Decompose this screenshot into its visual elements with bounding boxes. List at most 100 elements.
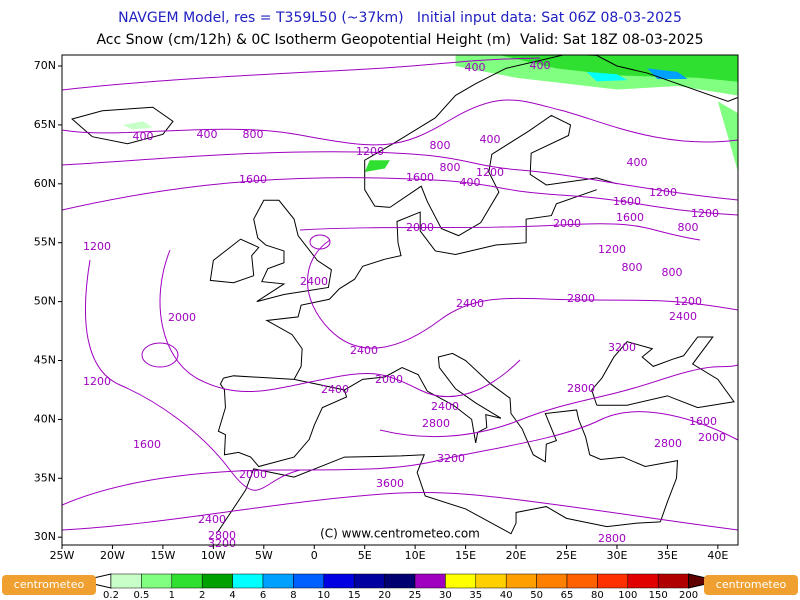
logo-box xyxy=(2,575,96,595)
lon-label: 5E xyxy=(358,549,372,562)
logo-text: centrometeo xyxy=(14,578,85,591)
contour-label: 2400 xyxy=(431,400,459,413)
colorbar-label: 1 xyxy=(169,590,175,600)
contour-label: 2800 xyxy=(422,417,450,430)
colorbar-label: 20 xyxy=(378,590,391,600)
contour-label: 800 xyxy=(430,139,451,152)
lon-label: 35E xyxy=(657,549,678,562)
lat-label: 30N xyxy=(34,530,56,543)
colorbar-label: 15 xyxy=(348,590,361,600)
contour-label: 1600 xyxy=(616,211,644,224)
lon-label: 30E xyxy=(606,549,627,562)
contour-label: 1600 xyxy=(239,173,267,186)
colorbar-swatch xyxy=(657,573,689,589)
coastline xyxy=(216,454,661,535)
contour-label: 400 xyxy=(465,61,486,74)
contour-label: 1600 xyxy=(613,195,641,208)
contour-label: 800 xyxy=(678,221,699,234)
lon-label: 25E xyxy=(556,549,577,562)
coastline xyxy=(253,199,332,303)
contour-label: 3200 xyxy=(608,341,636,354)
lon-label: 15W xyxy=(150,549,175,562)
contour-line xyxy=(309,234,331,250)
lat-label: 60N xyxy=(34,177,56,190)
snow-area xyxy=(364,160,390,173)
axes: 70N 65N 60N 55N 50N 45N 40N 35N 30N 25W 20W 15W 10W 5… xyxy=(34,59,729,562)
contour-label: 3600 xyxy=(376,477,404,490)
colorbar-label: 2 xyxy=(199,590,205,600)
contour-label: 2000 xyxy=(168,311,196,324)
lon-label: 25W xyxy=(50,549,75,562)
contour-label: 2400 xyxy=(350,344,378,357)
contour-label: 2400 xyxy=(198,513,226,526)
colorbar-swatch xyxy=(505,573,537,589)
colorbar-label: 100 xyxy=(618,590,637,600)
contour-label: 1600 xyxy=(689,415,717,428)
contour-label: 800 xyxy=(622,261,643,274)
contours xyxy=(62,57,738,531)
contour-label: 400 xyxy=(627,156,648,169)
coastlines xyxy=(71,55,738,535)
contour-label: 2800 xyxy=(208,529,236,542)
colorbar-swatch xyxy=(597,573,629,589)
colorbar-swatch xyxy=(627,573,659,589)
logo-left: centrometeo xyxy=(2,575,96,595)
contour-label: 2800 xyxy=(567,382,595,395)
title-line2: Acc Snow (cm/12h) & 0C Isotherm Geopoten… xyxy=(96,32,703,48)
colorbar-swatch xyxy=(323,573,355,589)
coastline xyxy=(265,189,597,380)
contour-line xyxy=(159,249,521,398)
contour-label: 3200 xyxy=(437,452,465,465)
contour-line xyxy=(62,492,738,531)
contour-label: 800 xyxy=(440,161,461,174)
colorbar-label: 8 xyxy=(290,590,296,600)
contour-line xyxy=(62,411,738,506)
colorbar-swatch xyxy=(475,573,507,589)
lat-label: 55N xyxy=(34,236,56,249)
lat-label: 45N xyxy=(34,354,56,367)
title-line1: NAVGEM Model, res = T359L50 (~37km) Init… xyxy=(118,10,682,26)
contour-line xyxy=(299,223,701,241)
contour-label: 2000 xyxy=(375,373,403,386)
colorbar-swatch xyxy=(536,573,568,589)
contour-label: 1200 xyxy=(674,295,702,308)
colorbar-label: 6 xyxy=(260,590,266,600)
logo-text: centrometeo xyxy=(716,578,787,591)
colorbar-label: 200 xyxy=(679,590,698,600)
lon-label: 0 xyxy=(311,549,318,562)
contour-label: 2800 xyxy=(567,292,595,305)
contour-label: 400 xyxy=(480,133,501,146)
colorbar-label: 0.5 xyxy=(133,590,149,600)
contour-label: 2400 xyxy=(456,297,484,310)
lon-label: 40E xyxy=(707,549,728,562)
contour-label: 2000 xyxy=(406,221,434,234)
snow-area xyxy=(122,121,153,130)
lon-label: 10E xyxy=(405,549,426,562)
coastline xyxy=(591,336,735,409)
contour-label: 2000 xyxy=(553,217,581,230)
coastline xyxy=(209,238,260,284)
colorbar-label: 40 xyxy=(500,590,513,600)
contour-label: 2800 xyxy=(654,437,682,450)
contour-label: 2400 xyxy=(300,275,328,288)
contour-line xyxy=(62,57,541,91)
contour-label: 800 xyxy=(662,266,683,279)
colorbar-label: 0.2 xyxy=(103,590,119,600)
colorbar-swatch xyxy=(201,573,233,589)
contour-label: 400 xyxy=(133,130,154,143)
lon-label: 10W xyxy=(201,549,226,562)
map-frame xyxy=(61,54,739,546)
colorbar-label: 150 xyxy=(649,590,668,600)
colorbar: 0.2 0.5 1 2 4 6 8 10 15 20 25 30 35 40 50 65 80 100 150 200 xyxy=(80,573,720,600)
colorbar-swatch xyxy=(232,573,264,589)
colorbar-swatch xyxy=(445,573,477,589)
contour-line xyxy=(62,99,738,146)
colorbar-swatch xyxy=(110,573,142,589)
contour-label: 3200 xyxy=(208,537,236,550)
lat-label: 35N xyxy=(34,471,56,484)
colorbar-swatch xyxy=(293,573,325,589)
